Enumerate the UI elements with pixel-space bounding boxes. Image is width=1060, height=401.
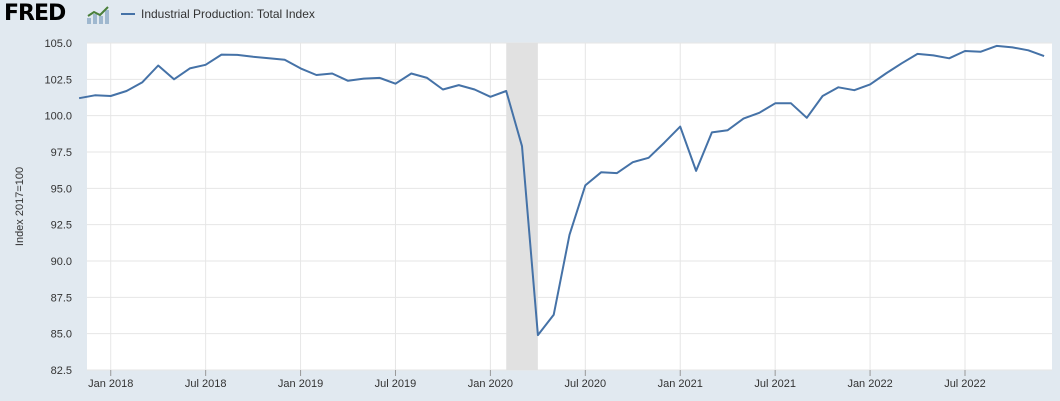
series-line [78, 44, 1045, 337]
legend-swatch [121, 13, 135, 15]
plot-area [87, 43, 1052, 370]
y-tick-label: 95.0 [51, 183, 72, 195]
y-tick-label: 97.5 [51, 147, 72, 159]
y-tick-label: 85.0 [51, 329, 72, 341]
x-axis-ticks: Jan 2018 Jul 2018 Jan 2019 Jul 2019 Jan 2020… [88, 370, 986, 390]
recession-shading [506, 43, 538, 370]
chart-header: FRED Industrial Production: Total Index [0, 0, 1060, 30]
x-tick-label: Jul 2018 [185, 378, 227, 390]
y-tick-label: 102.5 [44, 74, 72, 86]
x-tick-label: Jan 2020 [468, 378, 513, 390]
x-tick-label: Jan 2018 [88, 378, 133, 390]
y-axis-ticks: 105.0 102.5 100.0 97.5 95.0 92.5 90.0 87.5 85.0 8… [44, 38, 72, 377]
x-tick-label: Jul 2022 [944, 378, 986, 390]
x-tick-label: Jan 2021 [658, 378, 703, 390]
x-tick-label: Jul 2020 [565, 378, 607, 390]
y-tick-label: 105.0 [44, 38, 72, 50]
fred-graph-icon [87, 6, 109, 24]
x-tick-label: Jan 2019 [278, 378, 323, 390]
y-tick-label: 82.5 [51, 365, 72, 377]
y-tick-label: 87.5 [51, 292, 72, 304]
y-tick-label: 100.0 [44, 111, 72, 123]
y-tick-label: 92.5 [51, 220, 72, 232]
y-axis-label: Index 2017=100 [14, 167, 26, 246]
legend-label: Industrial Production: Total Index [141, 7, 315, 21]
fred-logo[interactable]: FRED [4, 1, 66, 26]
y-tick-label: 90.0 [51, 256, 72, 268]
x-tick-label: Jul 2019 [375, 378, 417, 390]
x-tick-label: Jan 2022 [847, 378, 892, 390]
x-tick-label: Jul 2021 [754, 378, 796, 390]
gridlines [87, 42, 1052, 371]
